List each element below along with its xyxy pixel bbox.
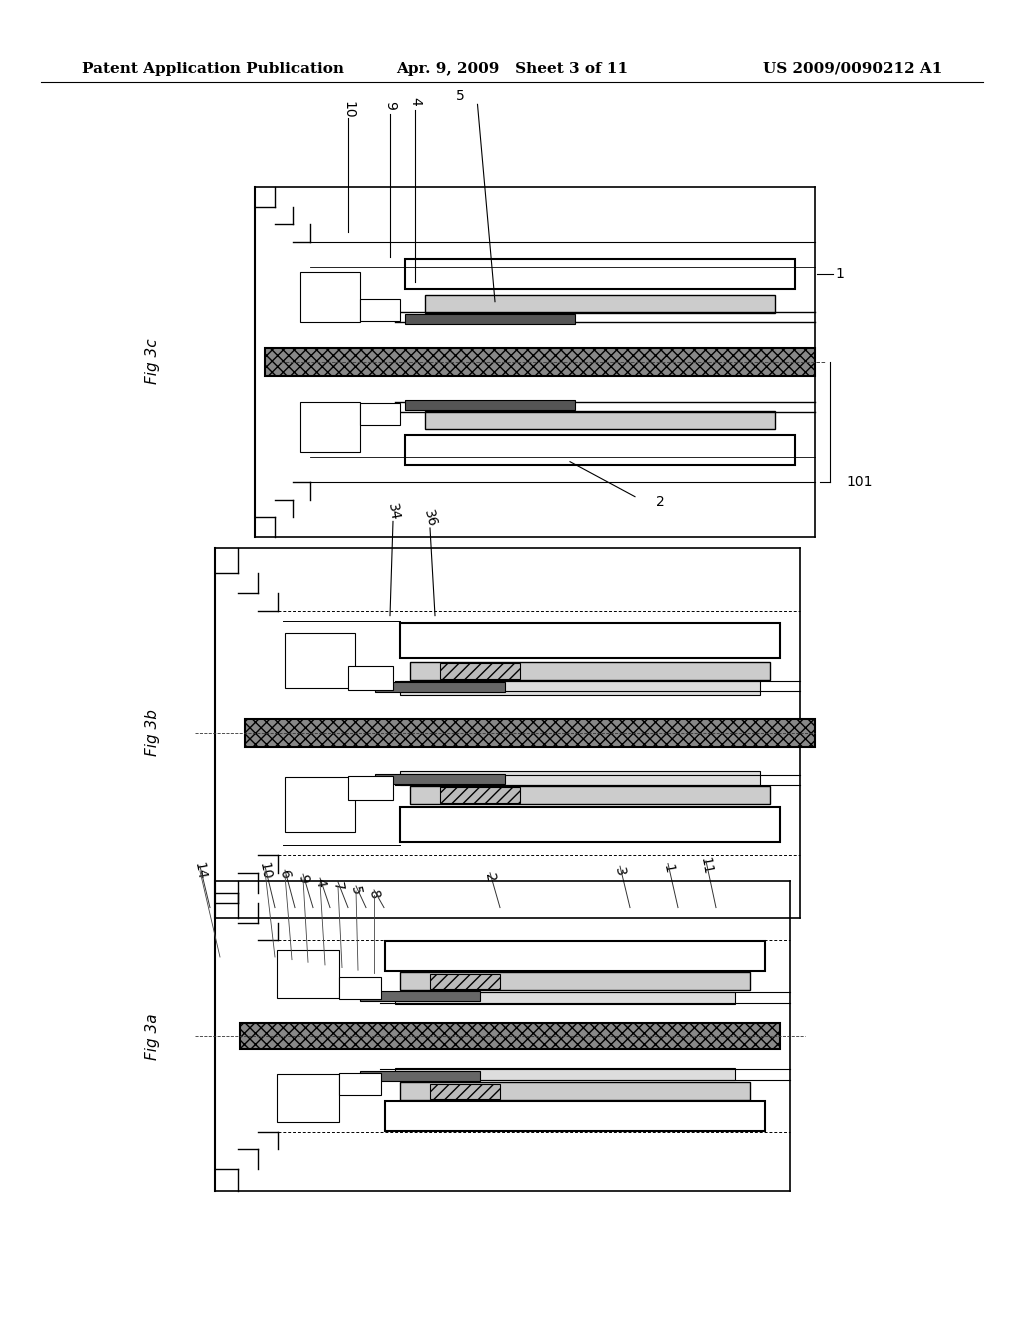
Bar [410, 785, 770, 804]
Bar [385, 941, 765, 972]
Bar [440, 787, 520, 803]
Text: 6: 6 [278, 870, 293, 880]
Text: 4: 4 [408, 98, 422, 106]
Text: 1: 1 [660, 863, 676, 874]
Text: 101: 101 [847, 475, 873, 488]
Bar [375, 681, 505, 692]
Text: 11: 11 [697, 855, 715, 876]
Bar [406, 434, 795, 465]
Bar [360, 991, 480, 1001]
Bar [339, 977, 381, 999]
Text: Patent Application Publication: Patent Application Publication [82, 62, 344, 75]
Text: 14: 14 [191, 862, 209, 880]
Bar [347, 776, 392, 800]
Text: 2: 2 [655, 495, 665, 508]
Text: 10: 10 [341, 100, 355, 119]
Bar [440, 663, 520, 678]
Bar [400, 771, 760, 784]
Bar [300, 272, 360, 322]
Bar [395, 993, 735, 1005]
Bar [385, 1101, 765, 1131]
Bar [400, 681, 760, 694]
Bar [410, 661, 770, 680]
Text: 10: 10 [257, 862, 273, 880]
Bar [240, 1023, 780, 1049]
Bar [360, 1072, 480, 1081]
Bar [245, 718, 815, 747]
Text: 34: 34 [385, 503, 401, 521]
Bar [425, 294, 775, 313]
Text: 36: 36 [421, 508, 439, 529]
Text: 2: 2 [482, 873, 498, 883]
Bar [347, 665, 392, 689]
Text: Apr. 9, 2009   Sheet 3 of 11: Apr. 9, 2009 Sheet 3 of 11 [396, 62, 628, 75]
Text: Fig 3a: Fig 3a [145, 1012, 160, 1060]
Bar [339, 1073, 381, 1096]
Bar [360, 403, 400, 425]
Bar [400, 973, 750, 990]
Text: 1: 1 [836, 267, 845, 281]
Text: 3: 3 [612, 866, 628, 876]
Bar [285, 777, 355, 832]
Bar [285, 634, 355, 688]
Text: Fig 3c: Fig 3c [145, 339, 160, 384]
Text: 8: 8 [367, 890, 382, 900]
Bar [278, 1074, 339, 1122]
Bar [425, 411, 775, 429]
Bar [406, 259, 795, 289]
Bar [406, 400, 575, 409]
Text: 5: 5 [456, 90, 464, 103]
Bar [400, 623, 780, 659]
Bar [400, 807, 780, 842]
Text: Fig 3b: Fig 3b [145, 709, 160, 756]
Bar [406, 314, 575, 323]
Text: 7: 7 [331, 882, 346, 892]
Bar [360, 298, 400, 321]
Text: 5: 5 [348, 886, 364, 896]
Bar [265, 347, 815, 376]
Text: 4: 4 [312, 878, 328, 888]
Bar [430, 974, 500, 989]
Bar [400, 1082, 750, 1100]
Bar [375, 774, 505, 784]
Text: US 2009/0090212 A1: US 2009/0090212 A1 [763, 62, 942, 75]
Text: 9: 9 [295, 874, 310, 884]
Bar [300, 401, 360, 451]
Bar [430, 1084, 500, 1098]
Bar [395, 1068, 735, 1080]
Bar [278, 950, 339, 998]
Text: 9: 9 [383, 102, 397, 110]
